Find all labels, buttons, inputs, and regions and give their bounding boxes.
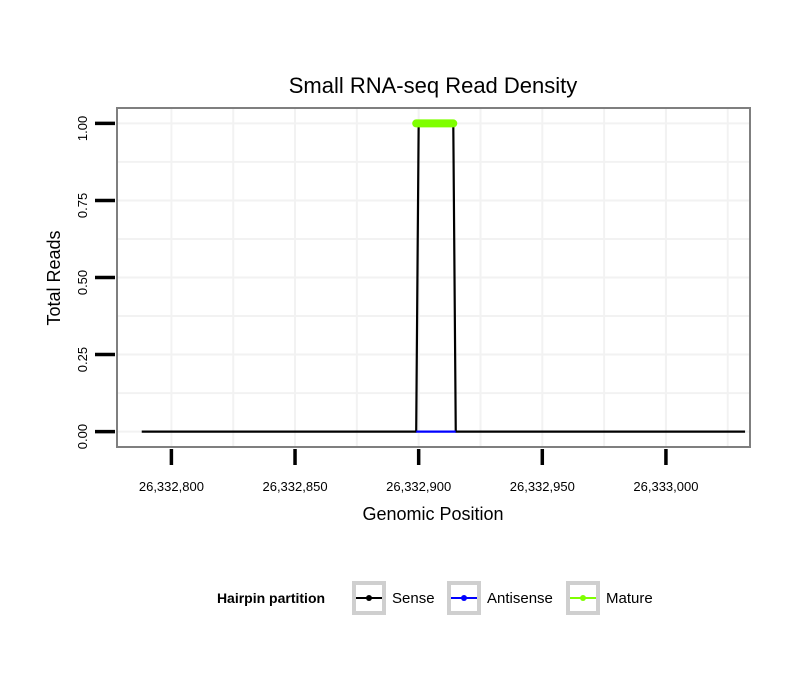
legend-item-antisense: Antisense <box>447 581 553 615</box>
y-axis: 0.00 0.25 0.50 0.75 1.00 <box>75 116 115 449</box>
y-tick-label: 0.75 <box>75 193 90 218</box>
legend-label: Antisense <box>487 590 553 607</box>
legend-label: Mature <box>606 590 653 607</box>
y-tick-label: 0.00 <box>75 424 90 449</box>
legend: Hairpin partition Sense Antisense Mature <box>217 581 653 615</box>
x-tick-label: 26,332,950 <box>510 479 575 494</box>
x-tick-label: 26,333,000 <box>633 479 698 494</box>
x-axis-title: Genomic Position <box>362 504 503 524</box>
x-axis: 26,332,800 26,332,850 26,332,900 26,332,950… <box>139 449 698 494</box>
legend-item-sense: Sense <box>352 581 435 615</box>
series-lines <box>141 119 746 433</box>
legend-title: Hairpin partition <box>217 590 325 606</box>
plot-panel-border <box>116 107 751 448</box>
y-axis-title: Total Reads <box>44 230 64 325</box>
y-tick-label: 0.50 <box>75 270 90 295</box>
legend-key-point <box>366 595 372 601</box>
y-tick-label: 0.25 <box>75 347 90 372</box>
legend-label: Sense <box>392 590 435 607</box>
legend-key-point <box>461 595 467 601</box>
x-tick-label: 26,332,800 <box>139 479 204 494</box>
y-tick-label: 1.00 <box>75 116 90 141</box>
legend-item-mature: Mature <box>566 581 653 615</box>
x-tick-label: 26,332,850 <box>262 479 327 494</box>
legend-key-point <box>580 595 586 601</box>
chart-title: Small RNA-seq Read Density <box>289 73 578 98</box>
legend-items: Sense Antisense Mature <box>352 581 653 615</box>
x-tick-label: 26,332,900 <box>386 479 451 494</box>
grid-lines <box>117 108 750 447</box>
